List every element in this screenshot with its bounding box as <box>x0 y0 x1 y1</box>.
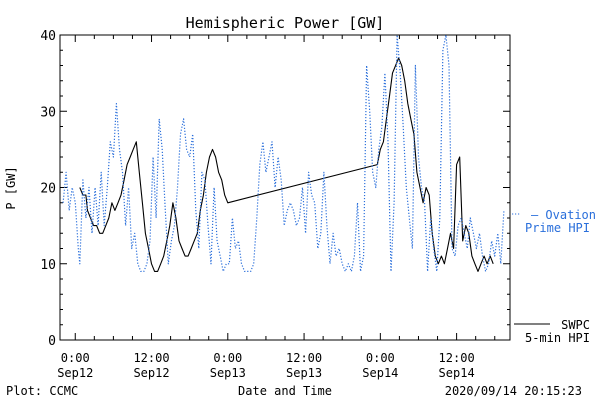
y-axis-label: P [GW] <box>4 166 18 209</box>
y-tick-label: 10 <box>40 258 56 273</box>
x-tick-label-date: Sep14 <box>439 366 475 380</box>
legend-ovation-label-2: Prime HPI <box>525 221 590 235</box>
footer-timestamp: 2020/09/14 20:15:23 <box>445 384 582 398</box>
x-axis-label: Date and Time <box>238 384 332 398</box>
x-tick-label-time: 12:00 <box>439 351 475 365</box>
y-tick-label: 30 <box>40 105 56 120</box>
series-line-ovation <box>62 34 505 272</box>
series-line-swpc <box>79 57 494 272</box>
plot-area: 0102030400:00Sep1212:00Sep120:00Sep1312:… <box>40 29 511 380</box>
y-tick-label: 40 <box>40 29 56 44</box>
legend-swpc-label-2: 5-min HPI <box>525 331 590 345</box>
x-tick-label-date: Sep13 <box>286 366 322 380</box>
chart-title: Hemispheric Power [GW] <box>186 14 385 32</box>
footer-plot-credit: Plot: CCMC <box>6 384 78 398</box>
x-tick-label-time: 0:00 <box>61 351 90 365</box>
x-tick-label-date: Sep12 <box>133 366 169 380</box>
x-tick-label-date: Sep12 <box>57 366 93 380</box>
x-tick-label-time: 12:00 <box>133 351 169 365</box>
y-tick-label: 0 <box>48 334 56 349</box>
x-tick-label-time: 0:00 <box>213 351 242 365</box>
legend-ovation-label: — Ovation <box>531 208 596 222</box>
y-tick-label: 20 <box>40 182 56 197</box>
x-tick-label-date: Sep13 <box>210 366 246 380</box>
x-tick-label-time: 12:00 <box>286 351 322 365</box>
x-tick-label-time: 0:00 <box>366 351 395 365</box>
legend-swpc-label: SWPC <box>561 318 590 332</box>
x-tick-label-date: Sep14 <box>362 366 398 380</box>
